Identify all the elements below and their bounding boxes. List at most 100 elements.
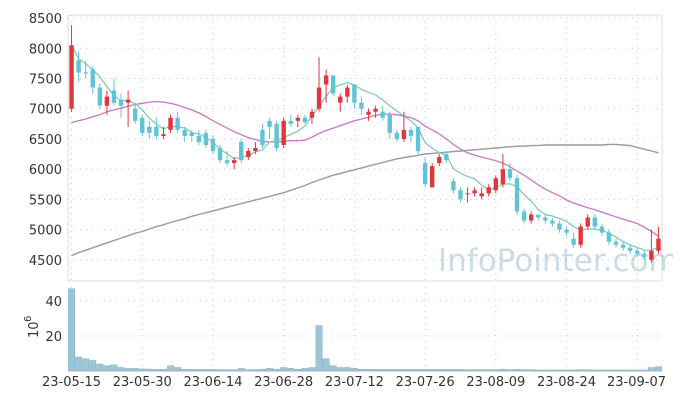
candle-body [444, 154, 449, 161]
candle [309, 108, 315, 124]
price-tick-label: 7500 [29, 72, 62, 87]
watermark: InfoPointer.com [438, 243, 673, 279]
candle-body [380, 111, 385, 118]
candle-body [125, 99, 131, 103]
volume-bar [96, 363, 104, 372]
candle [288, 114, 293, 127]
candle [352, 84, 357, 109]
candle [564, 226, 569, 236]
candle [451, 178, 456, 194]
candle [415, 126, 421, 155]
price-tick-label: 8500 [29, 12, 62, 27]
candle [437, 154, 442, 167]
candle [620, 241, 626, 251]
candle [323, 69, 329, 103]
candle-body [571, 238, 576, 245]
candle-body [203, 132, 209, 145]
x-axis-labels: 23-05-15 23-05-30 23-06-14 23-06-28 23-07-12… [42, 375, 666, 390]
candle-body [316, 87, 322, 109]
candle-body [295, 117, 301, 121]
candle-body [373, 108, 378, 112]
candle-body [281, 120, 286, 145]
candle-body [493, 178, 499, 191]
candle-body [132, 108, 138, 121]
candle [281, 117, 286, 148]
candle [118, 93, 124, 118]
volume-bar [89, 360, 97, 372]
candle-body [507, 169, 513, 179]
volume-bar [322, 358, 330, 372]
candle [140, 114, 145, 136]
candle [543, 214, 548, 224]
candle-body [578, 226, 583, 245]
candle-body [437, 157, 442, 164]
price-panel-frame [67, 14, 663, 282]
ma-short-path [70, 44, 659, 251]
candle-body [97, 87, 103, 106]
candle [585, 214, 590, 230]
candle-body [76, 60, 81, 73]
candle-body [175, 117, 180, 130]
candle-body [415, 126, 421, 152]
candle [217, 144, 223, 164]
candle [302, 114, 308, 124]
candle-body [231, 160, 237, 164]
candle [203, 129, 209, 148]
candle-body [118, 99, 124, 106]
candle-body [557, 223, 562, 230]
candle [472, 187, 477, 197]
candle [267, 117, 272, 139]
candle-body [104, 96, 110, 106]
volume-bar [167, 365, 174, 372]
price-tick-label: 8000 [29, 42, 62, 57]
candle [274, 120, 279, 152]
candle [231, 157, 237, 170]
candle [196, 129, 202, 145]
candle-body [189, 132, 194, 136]
ma-mid-path [71, 100, 659, 237]
candle [182, 126, 187, 142]
x-tick-label: 23-05-15 [42, 375, 101, 390]
candle [316, 57, 322, 112]
candle-body [196, 135, 202, 142]
candle-body [352, 84, 357, 103]
candle-body [309, 111, 315, 118]
candle-body [90, 69, 95, 88]
candle-body [620, 244, 626, 248]
candle-body [408, 129, 414, 136]
candle-body [288, 120, 293, 124]
candle [635, 247, 640, 257]
candle-body [401, 129, 407, 139]
candle [656, 226, 661, 254]
candle [295, 114, 301, 127]
candle-body [458, 190, 463, 200]
x-tick-label: 23-08-09 [466, 375, 525, 390]
candle [83, 60, 88, 79]
candle [97, 83, 103, 109]
candle [557, 220, 562, 233]
candle-body [267, 120, 272, 127]
volume-bar [336, 367, 344, 372]
candle-body [429, 166, 435, 188]
volume-tick-label: 20 [45, 330, 62, 345]
candle [387, 111, 392, 139]
candle [132, 102, 138, 124]
candle-body [394, 132, 400, 139]
price-tick-label: 5500 [29, 193, 62, 208]
volume-bar [110, 364, 118, 372]
candle [189, 129, 194, 142]
candle-body [599, 226, 605, 233]
candle [366, 108, 371, 121]
candle-body [514, 178, 520, 212]
candle [380, 105, 385, 121]
candle [514, 175, 520, 215]
candle-body [592, 217, 598, 227]
volume-bar [103, 365, 111, 372]
candle-body [451, 181, 456, 191]
candle [359, 96, 364, 115]
candle [500, 154, 506, 188]
volume-bars [68, 288, 662, 372]
candle-body [217, 148, 223, 161]
candle-body [338, 96, 343, 103]
candle [642, 250, 647, 260]
